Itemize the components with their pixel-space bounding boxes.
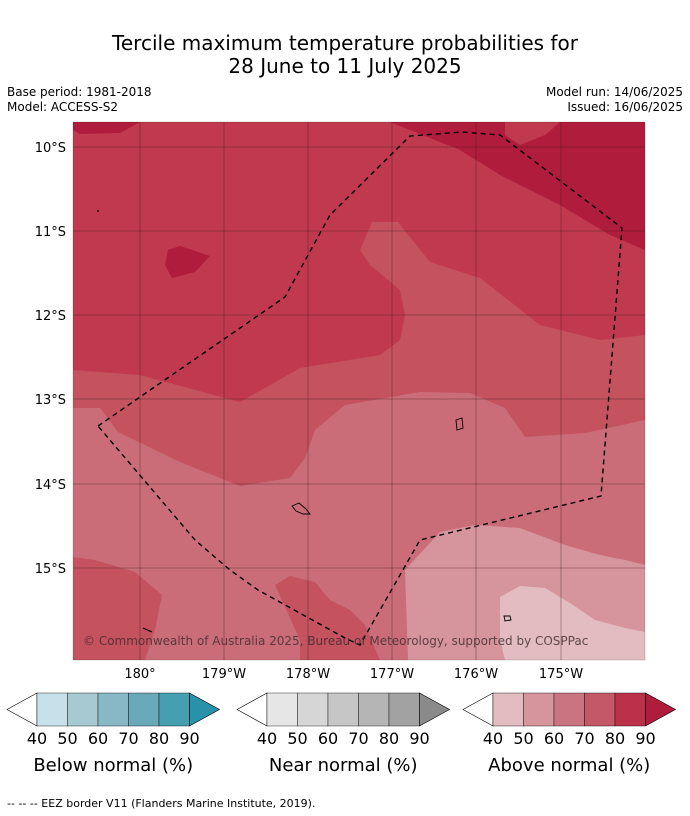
colorbar-tick-label: 40 (483, 729, 503, 748)
colorbar-tick-label: 60 (318, 729, 338, 748)
lon-label: 179°W (202, 667, 246, 682)
probability-map: © Commonwealth of Australia 2025, Bureau… (73, 122, 645, 660)
lat-label: 13°S (35, 393, 66, 408)
graticule (73, 122, 645, 660)
map-figure: © Commonwealth of Australia 2025, Bureau… (6, 121, 677, 776)
region-above-80-notch (505, 122, 560, 145)
colorbar-max-extend (645, 692, 677, 727)
colorbar-tick-label: 40 (27, 729, 47, 748)
colorbar-title: Near normal (%) (269, 755, 418, 776)
colorbar-tick-label: 70 (574, 729, 594, 748)
colorbar-segment (67, 692, 99, 727)
eez-border (96, 131, 623, 646)
colorbar-tick-label: 80 (379, 729, 399, 748)
colorbar-segment (358, 692, 390, 727)
island-outline-3 (503, 615, 512, 622)
region-above-70-bottomleft (73, 557, 162, 660)
map-title: Tercile maximum temperature probabilitie… (0, 32, 690, 78)
colorbar-segment (297, 692, 329, 727)
reef-mark (142, 627, 153, 633)
island-outline (455, 417, 464, 431)
region-above-90-spot (165, 246, 210, 278)
lon-label: 175°W (539, 667, 583, 682)
issued-text: Issued: 16/06/2025 (567, 100, 683, 114)
island-outline-2 (291, 502, 311, 515)
colorbar-segment (553, 692, 585, 727)
colorbar-tick-label: 90 (635, 729, 655, 748)
colorbar-tick-label: 90 (409, 729, 429, 748)
lat-label: 15°S (35, 562, 66, 577)
colorbar-tick-label: 50 (287, 729, 307, 748)
colorbar-tick-label: 90 (179, 729, 199, 748)
legend-colorbars: 40 50 60 70 80 90 Below normal (%) 40 50 60 70 80 90… (6, 692, 677, 776)
colorbar-tick-label: 70 (118, 729, 138, 748)
colorbar-segment (584, 692, 616, 727)
island-dot (97, 210, 99, 212)
latitude-labels: 10°S 11°S 12°S 13°S 14°S 15°S (35, 141, 66, 577)
meta-right: Model run: 14/06/2025 Issued: 16/06/2025 (546, 85, 683, 115)
lat-label: 12°S (35, 309, 66, 324)
lon-label: 178°W (286, 667, 330, 682)
colorbar-segment (266, 692, 298, 727)
title-line-2: 28 June to 11 July 2025 (228, 54, 462, 78)
colorbar-tick-label: 80 (605, 729, 625, 748)
colorbar-segment (388, 692, 420, 727)
colorbar-below: 40 50 60 70 80 90 Below normal (%) (6, 692, 221, 776)
map-frame (72, 121, 646, 661)
lon-label: 180° (124, 667, 155, 682)
colorbar-segment (492, 692, 524, 727)
colorbar-title: Above normal (%) (488, 755, 650, 776)
colorbar-segment (97, 692, 129, 727)
model-text: Model: ACCESS-S2 (7, 100, 119, 114)
colorbar-max-extend (419, 692, 451, 727)
colorbar-min-extend (6, 692, 38, 727)
colorbar-segment (614, 692, 646, 727)
region-above-90-topleft (73, 122, 140, 134)
region-above-40 (500, 586, 645, 660)
lon-label: 176°W (454, 667, 498, 682)
colorbar-max-extend (189, 692, 221, 727)
colorbar-segment (523, 692, 555, 727)
region-above-90 (390, 122, 645, 250)
copyright-text: © Commonwealth of Australia 2025, Bureau… (83, 634, 588, 648)
colorbar-segment (128, 692, 160, 727)
base-period-text: Base period: 1981-2018 (7, 85, 152, 99)
lat-label: 14°S (35, 478, 66, 493)
lat-label: 11°S (35, 225, 66, 240)
colorbar-near: 40 50 60 70 80 90 Near normal (%) (236, 692, 451, 776)
colorbar-tick-label: 50 (57, 729, 77, 748)
model-run-text: Model run: 14/06/2025 (545, 85, 683, 99)
colorbar-above: 40 50 60 70 80 90 Above normal (%) (462, 692, 677, 776)
colorbar-tick-label: 60 (544, 729, 564, 748)
longitude-labels: 180° 179°W 178°W 177°W 176°W 175°W (124, 667, 583, 682)
region-above-70-bottom (275, 576, 380, 660)
colorbar-tick-label: 70 (348, 729, 368, 748)
colorbar-min-extend (462, 692, 494, 727)
lat-label: 10°S (35, 141, 66, 156)
colorbar-title: Below normal (%) (33, 755, 193, 776)
colorbar-min-extend (236, 692, 268, 727)
colorbar-segment (36, 692, 68, 727)
meta-left: Base period: 1981-2018 Model: ACCESS-S2 (7, 85, 152, 115)
colorbar-tick-label: 50 (513, 729, 533, 748)
colorbar-tick-label: 60 (88, 729, 108, 748)
colorbar-segment (158, 692, 190, 727)
colorbar-tick-label: 40 (257, 729, 277, 748)
eez-footnote: -- -- -- EEZ border V11 (Flanders Marine… (7, 797, 316, 810)
lon-label: 177°W (370, 667, 414, 682)
title-line-1: Tercile maximum temperature probabilitie… (112, 31, 578, 55)
colorbar-segment (327, 692, 359, 727)
colorbar-tick-label: 80 (149, 729, 169, 748)
